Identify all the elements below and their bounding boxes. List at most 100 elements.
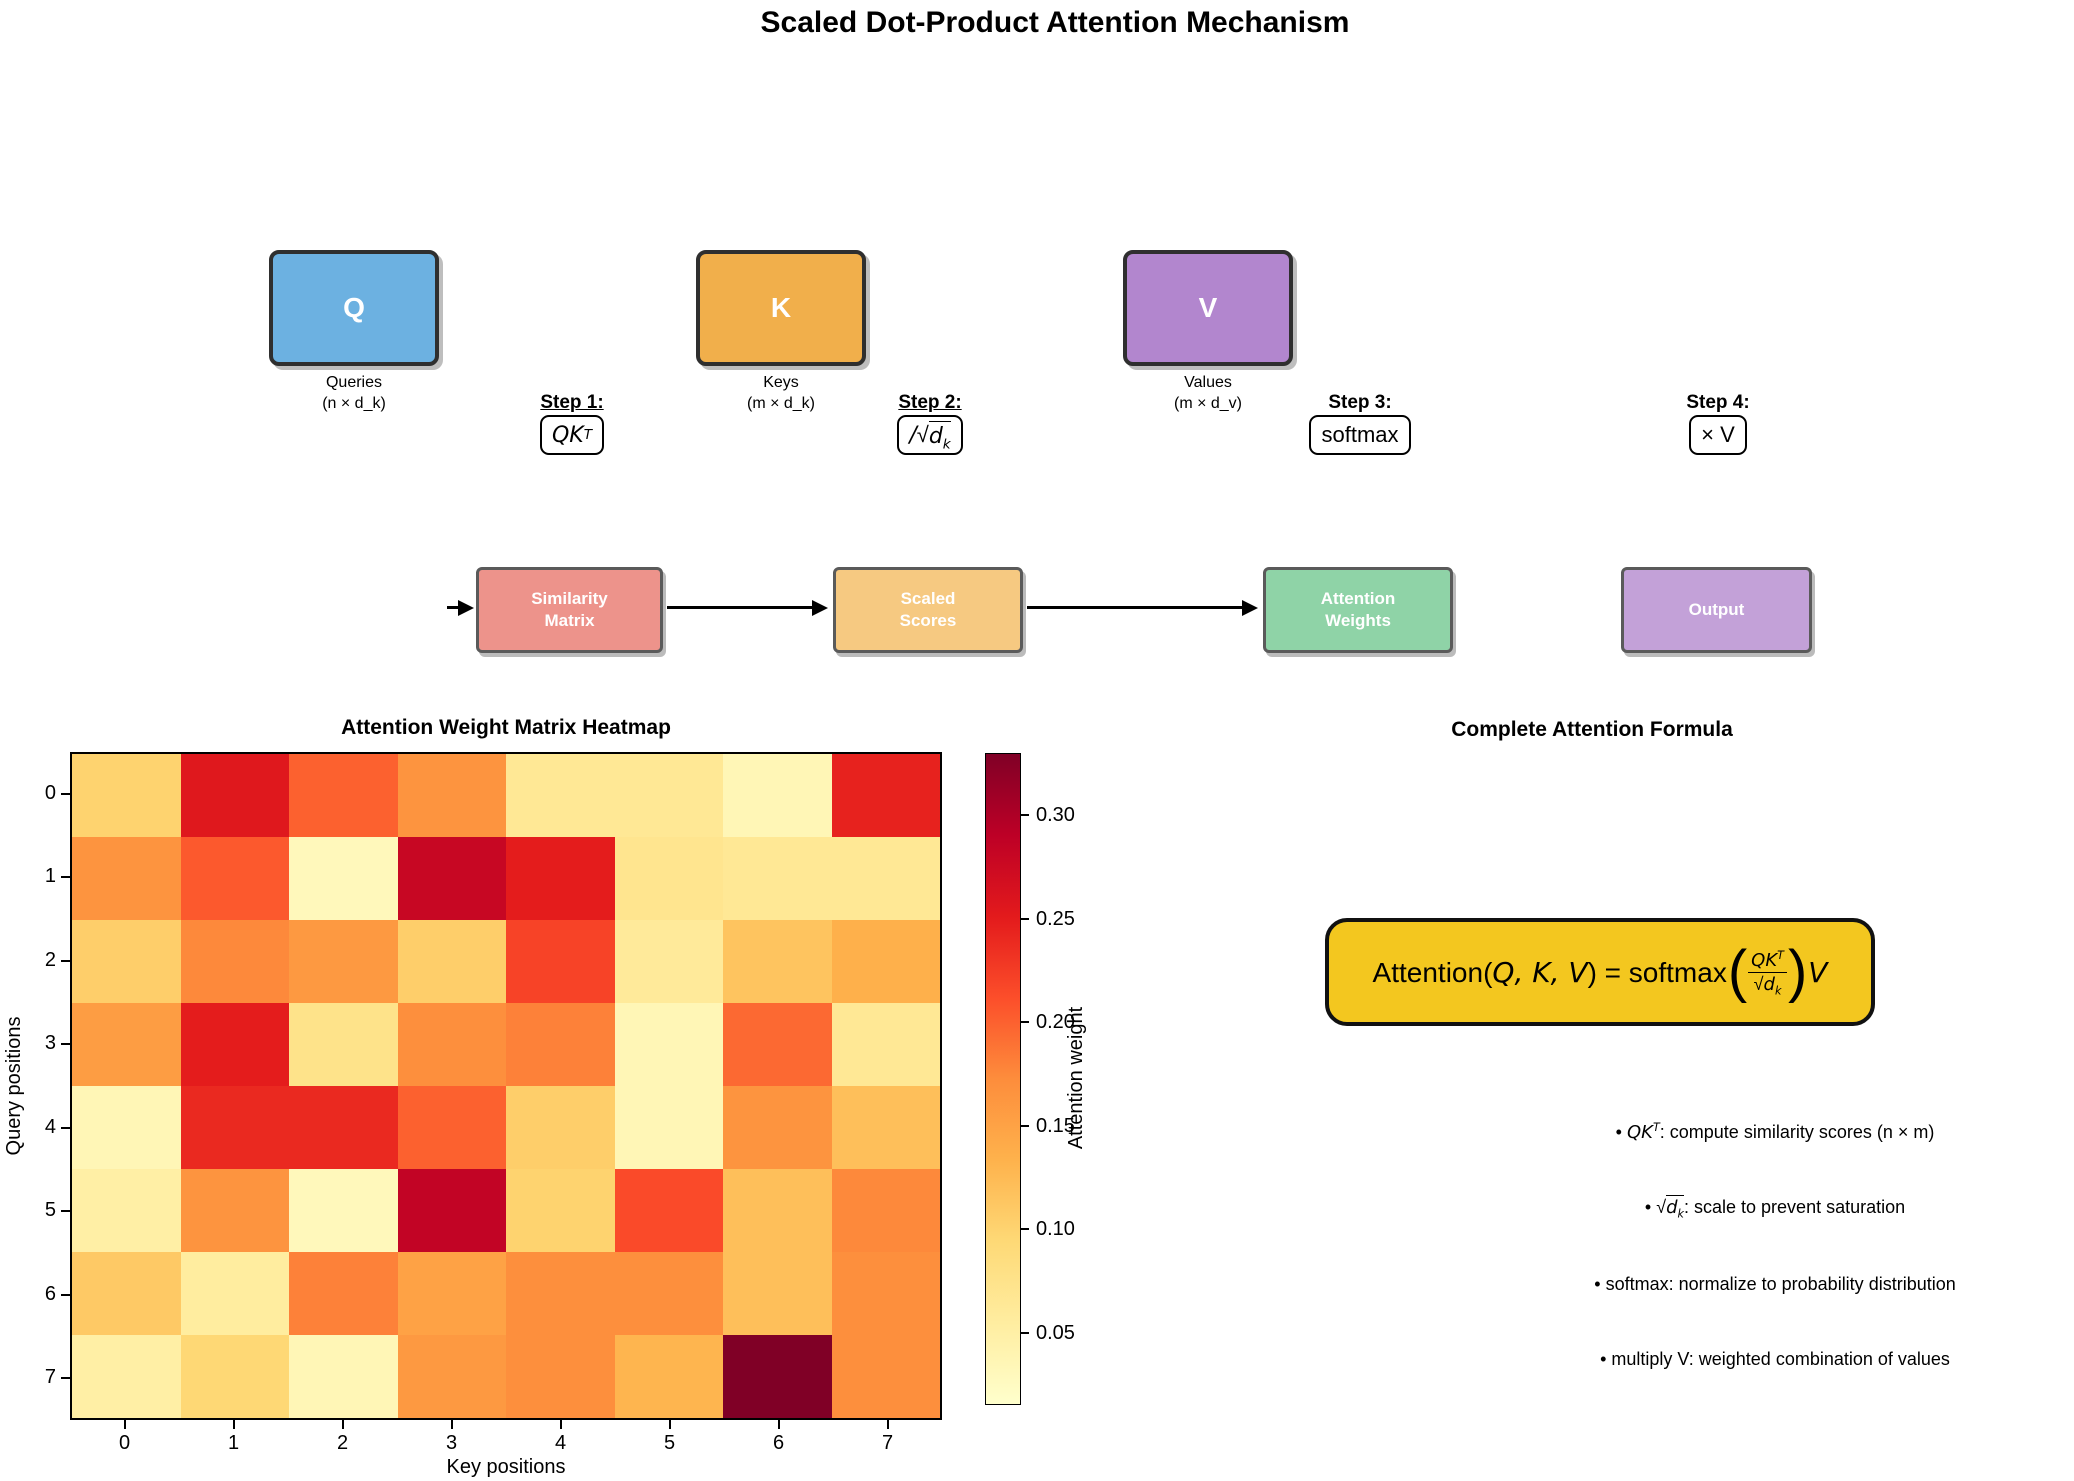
colorbar-tick-label: 0.05 xyxy=(1036,1321,1075,1344)
heatmap-cell xyxy=(72,1335,181,1418)
x-tick-mark xyxy=(886,1420,889,1429)
heatmap-cell xyxy=(831,1086,940,1169)
step-4-op-box: × V xyxy=(1689,415,1747,455)
heatmap-cell xyxy=(180,754,289,837)
y-tick-mark xyxy=(61,1210,70,1213)
q-matrix-caption: Queries (n × d_k) xyxy=(254,372,454,414)
heatmap-cell xyxy=(397,1252,506,1335)
q-matrix-box: Q xyxy=(269,250,439,366)
step-1-group: Step 1: QK T xyxy=(472,392,672,455)
y-tick-label: 0 xyxy=(44,781,56,804)
heatmap-cell xyxy=(397,1335,506,1418)
step-2-radicand: dk xyxy=(928,421,951,451)
heatmap-cell xyxy=(723,1003,832,1086)
arrow-into-similarity-head-icon xyxy=(458,599,474,616)
output-box: Output xyxy=(1621,567,1812,653)
k-matrix-box: K xyxy=(696,250,866,366)
heatmap-cell xyxy=(506,1169,615,1252)
step-1-formula: QK xyxy=(551,422,584,448)
step-3-formula: softmax xyxy=(1321,422,1399,447)
heatmap-cell xyxy=(72,1003,181,1086)
colorbar-tick-label: 0.30 xyxy=(1036,804,1075,827)
formula-lhs: Attention(Q, K, V) = softmax xyxy=(1372,955,1727,989)
step-4-formula: × V xyxy=(1701,422,1735,447)
heatmap-cell xyxy=(180,837,289,920)
v-matrix-letter: V xyxy=(1198,292,1218,323)
heatmap-cell xyxy=(723,1086,832,1169)
y-tick-mark xyxy=(61,876,70,879)
step-2-slash: / xyxy=(909,422,917,448)
bullet-qkt: • QKT: compute similarity scores (n × m) xyxy=(1615,1121,1935,1143)
heatmap-cell xyxy=(72,1252,181,1335)
bullet-sqrt-dk: • √dk: scale to prevent saturation xyxy=(1644,1195,1906,1221)
heatmap-cell xyxy=(397,1003,506,1086)
y-tick-mark xyxy=(61,1126,70,1129)
y-tick-label: 2 xyxy=(44,948,56,971)
heatmap-cell xyxy=(614,1169,723,1252)
bullet-multiply-v: • multiply V: weighted combination of va… xyxy=(1600,1349,1950,1369)
step-2-label: Step 2: xyxy=(898,392,962,413)
heatmap-cell xyxy=(723,920,832,1003)
heatmap-cell xyxy=(289,837,398,920)
x-tick-label: 3 xyxy=(445,1432,458,1454)
y-tick-mark xyxy=(61,1293,70,1296)
x-tick-label: 2 xyxy=(336,1432,349,1454)
heatmap-cell xyxy=(614,754,723,837)
colorbar xyxy=(985,753,1021,1405)
colorbar-tick-mark xyxy=(1021,1124,1029,1127)
x-tick-label: 0 xyxy=(118,1432,131,1454)
heatmap-cell xyxy=(614,1003,723,1086)
similarity-matrix-line1: Similarity xyxy=(531,589,608,608)
bullet-softmax: • softmax: normalize to probability dist… xyxy=(1594,1274,1956,1294)
arrow-similarity-to-scaled-head-icon xyxy=(812,599,828,616)
y-tick-label: 7 xyxy=(44,1366,56,1389)
output-line1: Output xyxy=(1688,600,1745,619)
heatmap-cell xyxy=(831,754,940,837)
step-3-op-box: softmax xyxy=(1309,415,1411,455)
heatmap-cell xyxy=(397,1169,506,1252)
similarity-matrix-line2: Matrix xyxy=(544,611,595,630)
colorbar-tick-mark xyxy=(1021,917,1029,920)
scaled-scores-line1: Scaled xyxy=(900,589,956,608)
y-tick-mark xyxy=(61,1043,70,1046)
q-matrix-letter: Q xyxy=(343,292,365,323)
heatmap-cell xyxy=(289,1003,398,1086)
heatmap-cell xyxy=(180,1086,289,1169)
x-tick-mark xyxy=(777,1420,780,1429)
y-tick-label: 3 xyxy=(44,1032,56,1055)
heatmap-cell xyxy=(723,837,832,920)
k-caption-dims: (m × d_k) xyxy=(746,395,815,412)
y-tick-label: 5 xyxy=(44,1199,56,1222)
heatmap-cell xyxy=(180,1252,289,1335)
heatmap-cell xyxy=(831,837,940,920)
heatmap-cell xyxy=(614,920,723,1003)
formula-fraction-numerator: QKT xyxy=(1748,949,1787,973)
x-tick-label: 6 xyxy=(772,1432,785,1454)
q-caption-dims: (n × d_k) xyxy=(322,395,386,412)
heatmap-cell xyxy=(614,837,723,920)
heatmap-cell xyxy=(831,920,940,1003)
attention-weights-line1: Attention xyxy=(1320,589,1396,608)
y-tick-label: 6 xyxy=(44,1282,56,1305)
heatmap-cell xyxy=(397,837,506,920)
k-matrix-letter: K xyxy=(770,292,792,323)
k-matrix-caption: Keys (m × d_k) xyxy=(681,372,881,414)
v-caption-name: Values xyxy=(1184,374,1232,391)
formula-panel-heading: Complete Attention Formula xyxy=(1451,718,1733,741)
heatmap-cell xyxy=(397,920,506,1003)
step-1-op-box: QK T xyxy=(539,415,605,455)
heatmap-cell xyxy=(831,1252,940,1335)
x-tick-mark xyxy=(341,1420,344,1429)
y-tick-label: 1 xyxy=(44,865,56,888)
heatmap-cell xyxy=(72,1169,181,1252)
step-3-group: Step 3: softmax xyxy=(1260,392,1460,455)
attention-weights-box: Attention Weights xyxy=(1263,567,1453,653)
heatmap-cell xyxy=(289,754,398,837)
scaled-scores-box: Scaled Scores xyxy=(833,567,1023,653)
y-tick-label: 4 xyxy=(44,1115,56,1138)
attention-formula-box: Attention(Q, K, V) = softmax ( QKT √dk )… xyxy=(1325,918,1875,1026)
colorbar-tick-label: 0.25 xyxy=(1036,907,1075,930)
v-matrix-caption: Values (m × d_v) xyxy=(1108,372,1308,414)
heatmap-cell xyxy=(72,754,181,837)
